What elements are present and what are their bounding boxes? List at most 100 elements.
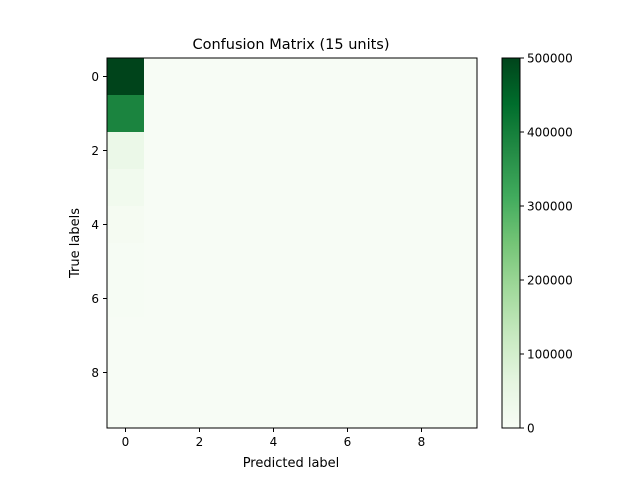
heatmap-cell-r3-c6 <box>329 169 367 207</box>
heatmap-cell-r6-c1 <box>144 280 182 318</box>
heatmap-cell-r1-c3 <box>218 95 256 133</box>
colorbar-ticks: 0 100000 200000 300000 400000 500000 <box>520 52 573 436</box>
heatmap-cell-r0-c2 <box>181 58 219 96</box>
heatmap-cell-r2-c6 <box>329 132 367 170</box>
heatmap-cell-r0-c8 <box>403 58 441 96</box>
heatmap-cell-r1-c1 <box>144 95 182 133</box>
y-axis-label: True labels <box>68 208 83 279</box>
heatmap-cell-r4-c1 <box>144 206 182 244</box>
y-axis-ticks: 0 2 4 6 8 <box>91 70 107 380</box>
heatmap-cell-r3-c9 <box>440 169 478 207</box>
heatmap-cell-r5-c3 <box>218 243 256 281</box>
heatmap-cell-r2-c0 <box>107 132 145 170</box>
heatmap-cell-r2-c3 <box>218 132 256 170</box>
heatmap-cell-r6-c6 <box>329 280 367 318</box>
heatmap-cell-r8-c9 <box>440 354 478 392</box>
heatmap-cells <box>107 58 478 429</box>
heatmap-cell-r0-c9 <box>440 58 478 96</box>
heatmap-cell-r9-c0 <box>107 391 145 429</box>
heatmap-cell-r5-c4 <box>255 243 293 281</box>
heatmap-cell-r5-c2 <box>181 243 219 281</box>
y-tick-label-0: 0 <box>91 70 99 84</box>
heatmap-cell-r5-c5 <box>292 243 330 281</box>
heatmap-cell-r4-c7 <box>366 206 404 244</box>
y-tick-label-4: 4 <box>91 218 99 232</box>
heatmap-cell-r9-c2 <box>181 391 219 429</box>
heatmap-cell-r2-c2 <box>181 132 219 170</box>
heatmap-cell-r5-c9 <box>440 243 478 281</box>
heatmap-cell-r3-c2 <box>181 169 219 207</box>
heatmap-cell-r9-c4 <box>255 391 293 429</box>
y-tick-label-8: 8 <box>91 366 99 380</box>
heatmap-cell-r3-c1 <box>144 169 182 207</box>
heatmap-cell-r6-c8 <box>403 280 441 318</box>
colorbar-tick-label-100000: 100000 <box>527 348 573 362</box>
heatmap-cell-r6-c3 <box>218 280 256 318</box>
heatmap-cell-r1-c7 <box>366 95 404 133</box>
chart-title: Confusion Matrix (15 units) <box>192 37 389 53</box>
heatmap-cell-r4-c9 <box>440 206 478 244</box>
heatmap-cell-r2-c8 <box>403 132 441 170</box>
heatmap-cell-r8-c6 <box>329 354 367 392</box>
heatmap-cell-r5-c1 <box>144 243 182 281</box>
heatmap-cell-r8-c1 <box>144 354 182 392</box>
heatmap-cell-r6-c2 <box>181 280 219 318</box>
heatmap-cell-r7-c8 <box>403 317 441 355</box>
x-axis-label: Predicted label <box>243 456 340 471</box>
heatmap-cell-r7-c1 <box>144 317 182 355</box>
heatmap-cell-r3-c4 <box>255 169 293 207</box>
colorbar-tick-label-200000: 200000 <box>527 274 573 288</box>
x-tick-label-4: 4 <box>270 435 278 449</box>
heatmap-cell-r7-c6 <box>329 317 367 355</box>
x-tick-label-2: 2 <box>196 435 204 449</box>
heatmap-cell-r5-c6 <box>329 243 367 281</box>
heatmap-cell-r3-c8 <box>403 169 441 207</box>
y-tick-label-2: 2 <box>91 144 99 158</box>
heatmap-cell-r4-c3 <box>218 206 256 244</box>
heatmap-cell-r9-c8 <box>403 391 441 429</box>
heatmap-cell-r6-c0 <box>107 280 145 318</box>
colorbar <box>501 57 521 429</box>
heatmap-cell-r9-c3 <box>218 391 256 429</box>
heatmap-cell-r0-c5 <box>292 58 330 96</box>
heatmap-cell-r6-c4 <box>255 280 293 318</box>
heatmap-cell-r6-c5 <box>292 280 330 318</box>
heatmap-cell-r1-c2 <box>181 95 219 133</box>
heatmap-cell-r1-c5 <box>292 95 330 133</box>
heatmap-cell-r9-c1 <box>144 391 182 429</box>
heatmap-cell-r3-c7 <box>366 169 404 207</box>
heatmap-cell-r0-c3 <box>218 58 256 96</box>
heatmap-cell-r4-c4 <box>255 206 293 244</box>
heatmap-cell-r3-c3 <box>218 169 256 207</box>
heatmap-cell-r7-c0 <box>107 317 145 355</box>
heatmap-cell-r4-c8 <box>403 206 441 244</box>
x-axis-ticks: 0 2 4 6 8 <box>122 428 425 449</box>
heatmap-cell-r8-c2 <box>181 354 219 392</box>
heatmap-cell-r4-c6 <box>329 206 367 244</box>
heatmap-cell-r8-c5 <box>292 354 330 392</box>
heatmap-cell-r2-c4 <box>255 132 293 170</box>
heatmap-cell-r7-c2 <box>181 317 219 355</box>
x-tick-label-6: 6 <box>344 435 352 449</box>
heatmap-cell-r0-c1 <box>144 58 182 96</box>
heatmap-cell-r3-c5 <box>292 169 330 207</box>
heatmap-cell-r1-c9 <box>440 95 478 133</box>
colorbar-tick-label-0: 0 <box>527 422 535 436</box>
heatmap-cell-r5-c0 <box>107 243 145 281</box>
colorbar-tick-label-400000: 400000 <box>527 126 573 140</box>
heatmap-cell-r2-c7 <box>366 132 404 170</box>
heatmap-cell-r1-c0 <box>107 95 145 133</box>
heatmap-cell-r9-c5 <box>292 391 330 429</box>
heatmap-cell-r0-c7 <box>366 58 404 96</box>
y-tick-label-6: 6 <box>91 292 99 306</box>
heatmap-cell-r4-c5 <box>292 206 330 244</box>
heatmap-cell-r0-c6 <box>329 58 367 96</box>
heatmap-cell-r2-c5 <box>292 132 330 170</box>
heatmap-cell-r2-c9 <box>440 132 478 170</box>
heatmap-cell-r3-c0 <box>107 169 145 207</box>
heatmap-cell-r5-c7 <box>366 243 404 281</box>
heatmap-cell-r1-c6 <box>329 95 367 133</box>
heatmap-cell-r7-c7 <box>366 317 404 355</box>
heatmap-cell-r0-c4 <box>255 58 293 96</box>
